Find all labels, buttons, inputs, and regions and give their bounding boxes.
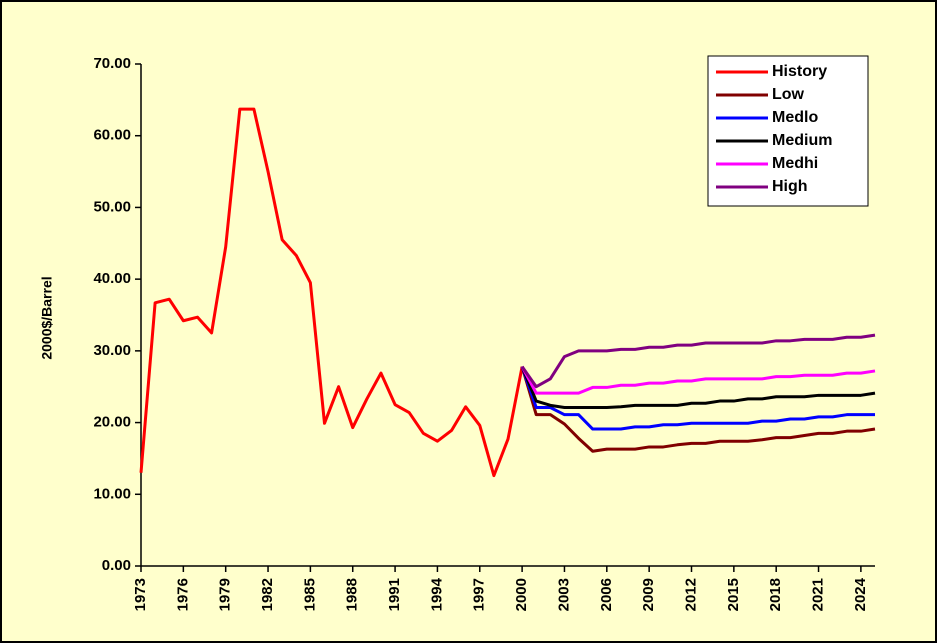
x-tick-label: 1994 [428,577,445,611]
legend-label: Medium [772,132,832,149]
series-line [520,365,876,395]
x-tick-label: 2003 [555,578,572,611]
x-tick-label: 2012 [682,578,699,611]
legend-label: High [772,178,808,195]
y-tick-label: 30.00 [93,342,131,359]
y-tick-label: 70.00 [93,55,131,72]
x-tick-label: 2024 [852,577,869,611]
series-line [520,333,876,389]
legend-label: Low [772,86,805,103]
x-tick-label: 2006 [598,578,615,611]
x-tick-label: 1982 [259,578,276,611]
y-tick-label: 40.00 [93,270,131,287]
x-tick-label: 1976 [174,578,191,611]
y-tick-label: 60.00 [93,127,131,144]
y-axis-label: 2000$/Barrel [39,276,55,359]
y-tick-label: 20.00 [93,414,131,431]
series-line [520,366,875,431]
x-tick-label: 2009 [640,578,657,611]
x-tick-label: 2015 [725,578,742,611]
x-tick-label: 2000 [513,578,530,611]
legend-label: Medlo [772,109,818,126]
x-tick-label: 1988 [344,578,361,611]
legend-label: Medhi [772,155,818,172]
x-tick-label: 2021 [810,578,827,611]
series-line [139,107,524,478]
legend-label: History [772,63,827,80]
y-tick-label: 0.00 [102,557,131,574]
y-tick-label: 10.00 [93,485,131,502]
y-tick-label: 50.00 [93,198,131,215]
x-tick-label: 1985 [301,578,318,611]
x-tick-label: 1991 [386,578,403,611]
x-tick-label: 1997 [471,578,488,611]
series-line [520,366,876,453]
x-tick-label: 1979 [217,578,234,611]
x-tick-label: 2018 [767,578,784,611]
x-tick-label: 1973 [132,578,149,611]
series-line [520,366,876,410]
legend-box [707,55,869,207]
